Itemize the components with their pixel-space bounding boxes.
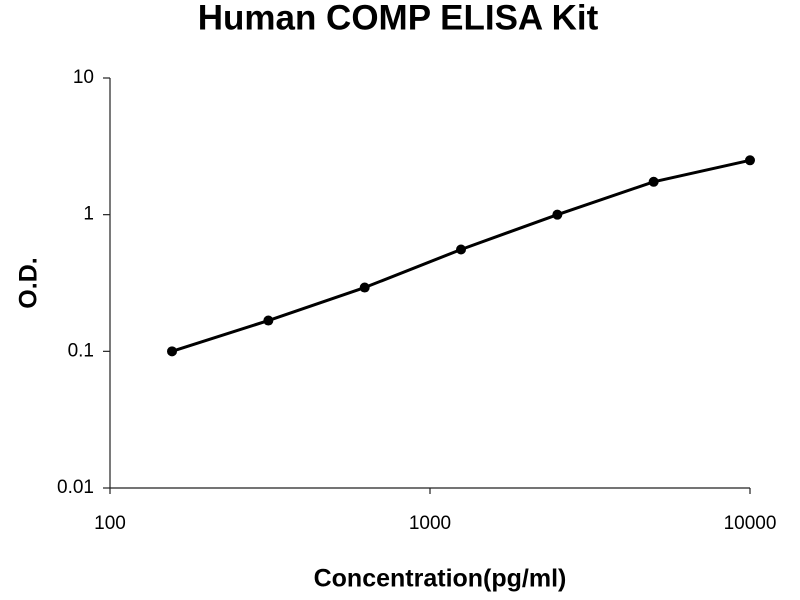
data-line	[171, 158, 751, 353]
y-tick-label: 0.01	[57, 477, 94, 498]
x-tick-label: 1000	[409, 513, 451, 534]
data-point	[456, 244, 467, 255]
data-point	[745, 155, 755, 166]
y-tick-label: 1	[83, 204, 94, 225]
data-point	[552, 209, 563, 220]
data-point	[167, 346, 178, 357]
y-axis-label: O.D.	[15, 257, 43, 308]
data-point	[263, 315, 274, 326]
y-tick-label: 10	[73, 67, 94, 88]
chart-title: Human COMP ELISA Kit	[198, 0, 599, 37]
data-point	[359, 282, 370, 293]
y-tick-label: 0.1	[68, 340, 94, 361]
x-tick-label: 10000	[724, 513, 777, 534]
data-point	[648, 176, 659, 187]
x-tick-label: 100	[94, 513, 126, 534]
x-axis-label: Concentration(pg/ml)	[314, 565, 567, 593]
